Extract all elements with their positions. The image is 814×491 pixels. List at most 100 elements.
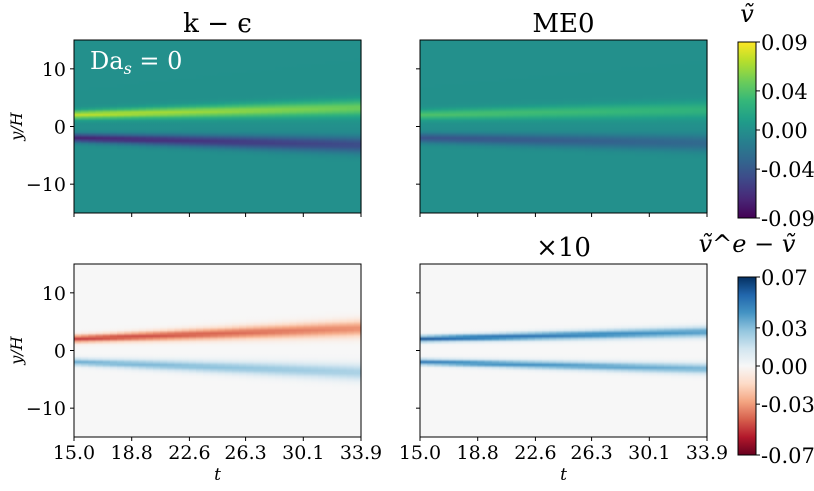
heatmap-column [699, 40, 708, 213]
heatmap-column [152, 40, 161, 213]
heatmap-column [289, 264, 298, 437]
panel-title: k − ϵ [183, 9, 252, 39]
panel-bottom-left: 15.0 18.8 22.6 26.3 30.1 33.9 10 0 −10 y/H t [7, 263, 382, 485]
heatmap-column [477, 264, 486, 437]
colorbar-v: 0.09 0.04 0.00 -0.04 -0.09 ṽ [737, 0, 814, 231]
x-tick-label: 30.1 [628, 442, 670, 464]
heatmap-column [692, 264, 701, 437]
y-tick-label: 10 [42, 283, 66, 305]
colorbar-diff: 0.07 0.03 0.00 -0.03 -0.07 ṽ^e − ṽ [699, 230, 814, 468]
heatmap-column [592, 40, 600, 213]
heatmap-column [556, 40, 565, 213]
heatmap-top-right [420, 40, 708, 213]
heatmap-column [685, 264, 694, 437]
heatmap-column [145, 264, 154, 437]
panel-title: ×10 [536, 233, 591, 263]
heatmap-column [599, 40, 608, 213]
heatmap-column [427, 264, 435, 437]
heatmap-column [274, 264, 283, 437]
heatmap-column [346, 40, 355, 213]
heatmap-column [74, 264, 82, 437]
colorbar-tick-label: 0.00 [761, 119, 808, 143]
heatmap-column [498, 40, 507, 213]
heatmap-column [577, 40, 586, 213]
heatmap-column [671, 264, 679, 437]
heatmap-column [81, 264, 89, 437]
colorbar-tick-label: -0.09 [761, 207, 814, 231]
heatmap-column [620, 40, 629, 213]
heatmap-column [217, 40, 226, 213]
colorbar-label: ṽ [740, 0, 754, 28]
x-axis-label: t [214, 465, 221, 485]
heatmap-column [167, 264, 176, 437]
heatmap-column [203, 264, 211, 437]
colorbar-tick-label: -0.04 [761, 158, 814, 182]
heatmap-column [138, 264, 147, 437]
heatmap-column [448, 264, 457, 437]
x-tick-label: 22.6 [168, 442, 210, 464]
heatmap-column [541, 40, 550, 213]
heatmap-column [310, 40, 319, 213]
heatmap-column [231, 264, 240, 437]
heatmap-column [88, 40, 97, 213]
heatmap-column [455, 264, 464, 437]
x-tick-label: 33.9 [686, 442, 728, 464]
heatmap-column [210, 264, 219, 437]
heatmap-column [455, 40, 464, 213]
heatmap-column [131, 264, 140, 437]
heatmap-column [520, 264, 529, 437]
heatmap-column [317, 264, 326, 437]
heatmap-column [570, 40, 579, 213]
x-tick-label: 15.0 [53, 442, 95, 464]
heatmap-column [613, 264, 622, 437]
heatmap-column [628, 40, 636, 213]
heatmap-column [339, 40, 348, 213]
heatmap-column [253, 40, 262, 213]
y-axis-label: y/H [7, 335, 26, 365]
x-tick-label: 33.9 [340, 442, 382, 464]
heatmap-column [620, 264, 629, 437]
heatmap-column [441, 264, 450, 437]
heatmap-column [513, 264, 522, 437]
x-tick-label: 18.8 [457, 442, 499, 464]
heatmap-column [296, 40, 305, 213]
heatmap-column [274, 40, 283, 213]
x-tick-label: 26.3 [570, 442, 612, 464]
heatmap-column [160, 40, 168, 213]
heatmap-column [231, 40, 240, 213]
heatmap-column [203, 40, 211, 213]
heatmap-column [434, 264, 443, 437]
heatmap-column [160, 264, 168, 437]
x-axis-label: t [560, 465, 567, 485]
heatmap-column [477, 40, 486, 213]
heatmap-column [296, 264, 305, 437]
heatmap-column [195, 264, 204, 437]
heatmap-column [649, 40, 658, 213]
heatmap-column [527, 264, 536, 437]
heatmap-column [513, 40, 522, 213]
heatmap-column [181, 264, 190, 437]
heatmap-column [117, 40, 125, 213]
heatmap-column [484, 264, 493, 437]
heatmap-top-left [74, 40, 362, 213]
colorbar-tick-label: -0.03 [761, 393, 814, 417]
colorbar-tick-label: 0.00 [761, 355, 808, 379]
heatmap-column [484, 40, 493, 213]
heatmap-column [635, 40, 644, 213]
heatmap-column [470, 40, 478, 213]
heatmap-column [549, 40, 557, 213]
heatmap-column [117, 264, 125, 437]
heatmap-column [124, 40, 132, 213]
heatmap-column [303, 40, 312, 213]
heatmap-column [491, 264, 500, 437]
heatmap-column [635, 264, 644, 437]
heatmap-column [353, 40, 362, 213]
heatmap-column [656, 40, 665, 213]
panel-annotation: Das = 0 [90, 47, 182, 78]
heatmap-column [563, 40, 572, 213]
y-tick-label: −10 [26, 174, 66, 196]
heatmap-column [541, 264, 550, 437]
heatmap-column [260, 264, 269, 437]
heatmap-column [585, 264, 593, 437]
